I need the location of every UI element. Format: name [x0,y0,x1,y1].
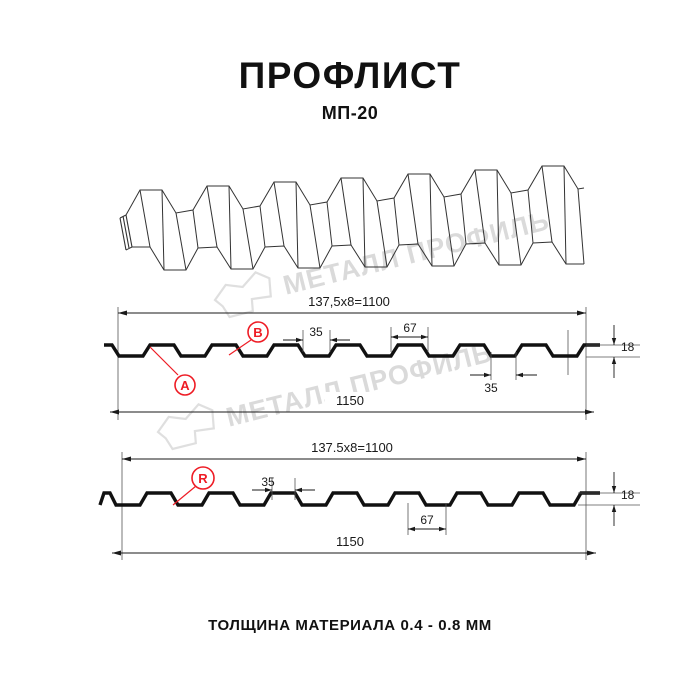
watermark-logo-icon [156,403,215,451]
page-title: ПРОФЛИСТ [238,55,462,96]
dimension-height-18-bottom: 18 [578,472,640,526]
dimension-total-width-bottom: 1150 [112,533,596,556]
dimension-flat-67-bottom: 67 [407,503,447,535]
dimension-total-width-label-top: 1150 [336,393,364,408]
isometric-profile-view [119,165,585,271]
callout-b-label: B [253,325,262,340]
dimension-height-18-top: 18 [586,325,640,378]
dimension-pitch-top: 137,5x8=1100 [118,293,586,316]
cross-section-bottom: 137.5x8=1100 1150 35 [98,439,640,560]
callout-r-circle[interactable] [191,466,215,490]
dimension-total-width-top: 1150 [110,392,594,415]
dimension-flat-67-label-top: 67 [403,321,417,335]
dimension-height-18-label-top: 18 [621,340,635,354]
dimension-pitch-label-bottom: 137.5x8=1100 [311,440,393,455]
dimension-height-18-label-bottom: 18 [621,488,635,502]
callout-b[interactable]: B [228,321,269,356]
watermark-lower: МЕТАЛЛ ПРОФИЛЬ [156,337,496,451]
cross-section-top: 137,5x8=1100 1150 35 [104,293,640,420]
dimension-rib-35-bottom: 35 [252,475,315,500]
watermark-logo-icon [213,271,272,319]
callout-a[interactable]: A [149,346,196,396]
callout-a-label: A [180,378,190,393]
callout-r[interactable]: R [172,466,215,506]
dimension-total-width-label-bottom: 1150 [336,534,364,549]
callout-a-circle[interactable] [174,374,196,396]
callout-r-label: R [198,471,208,486]
watermark-label: МЕТАЛЛ ПРОФИЛЬ [280,205,553,300]
profile-section-outline-bottom [98,491,600,507]
dimension-rib-35-top: 35 [283,325,350,352]
dimension-flat-67-label-bottom: 67 [420,513,434,527]
dimension-pitch-bottom: 137.5x8=1100 [122,439,586,462]
profile-section-outline-top [104,343,600,358]
dimension-flat-67-top: 67 [390,320,429,352]
callout-b-circle[interactable] [247,321,269,343]
dimension-rib-35-label-bottom: 35 [261,475,275,489]
material-thickness-note: ТОЛЩИНА МАТЕРИАЛА 0.4 - 0.8 ММ [208,617,492,634]
dimension-rib-35-secondary-label-top: 35 [484,381,498,395]
page-subtitle: МП-20 [321,103,379,123]
dimension-rib-35-label-top: 35 [309,325,323,339]
dimension-rib-35-secondary-top: 35 [470,352,537,395]
dimension-pitch-label-top: 137,5x8=1100 [308,294,390,309]
